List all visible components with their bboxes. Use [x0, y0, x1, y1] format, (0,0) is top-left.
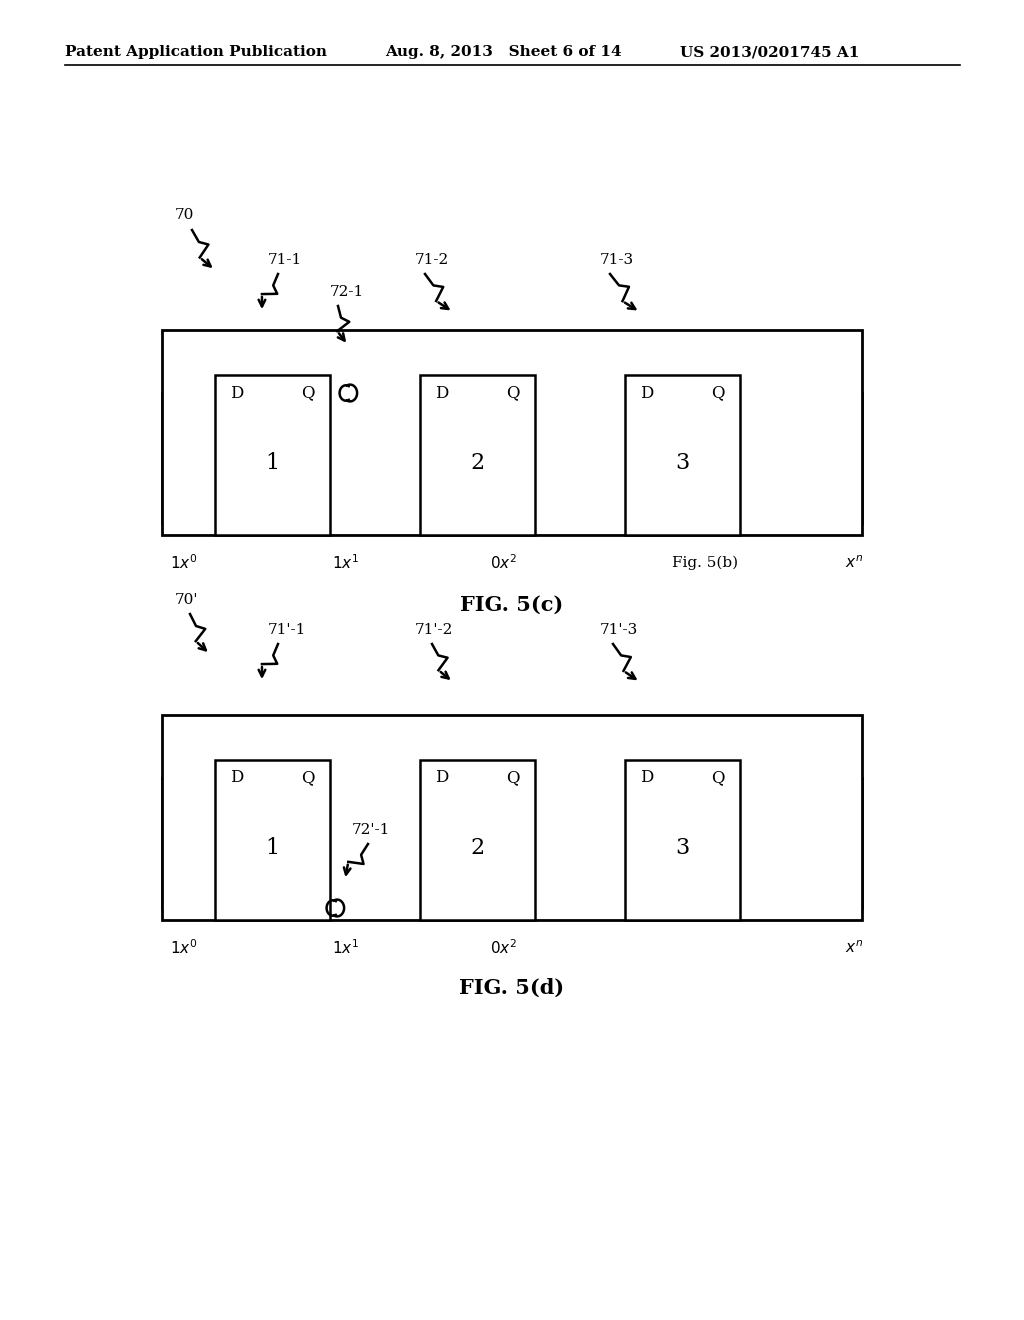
Text: 71'-1: 71'-1 — [268, 623, 306, 638]
Text: Q: Q — [506, 384, 520, 401]
Text: 3: 3 — [676, 451, 689, 474]
Text: Q: Q — [712, 384, 725, 401]
Text: 2: 2 — [470, 451, 484, 474]
Bar — [420, 760, 535, 920]
Text: $0x^{2}$: $0x^{2}$ — [490, 553, 517, 573]
Bar — [625, 375, 740, 535]
Bar — [162, 715, 862, 920]
Text: D: D — [640, 770, 653, 787]
Text: Q: Q — [506, 770, 520, 787]
Text: $1x^{1}$: $1x^{1}$ — [332, 553, 359, 573]
Text: $1x^{0}$: $1x^{0}$ — [170, 939, 198, 957]
Text: 1: 1 — [265, 837, 280, 859]
Text: FIG. 5(d): FIG. 5(d) — [460, 978, 564, 998]
Text: 72-1: 72-1 — [330, 285, 365, 300]
Text: 1: 1 — [265, 451, 280, 474]
Bar — [162, 330, 862, 535]
Text: 71-3: 71-3 — [600, 253, 634, 267]
Text: Q: Q — [712, 770, 725, 787]
Text: Patent Application Publication: Patent Application Publication — [65, 45, 327, 59]
Text: 70': 70' — [175, 593, 199, 607]
Bar — [215, 760, 330, 920]
Bar — [420, 375, 535, 535]
Text: Q: Q — [301, 770, 314, 787]
Text: $x^{n}$: $x^{n}$ — [845, 554, 863, 572]
Text: D: D — [435, 384, 449, 401]
Text: 71'-2: 71'-2 — [415, 623, 454, 638]
Text: Fig. 5(b): Fig. 5(b) — [672, 556, 738, 570]
Text: D: D — [230, 770, 244, 787]
Text: Aug. 8, 2013   Sheet 6 of 14: Aug. 8, 2013 Sheet 6 of 14 — [385, 45, 622, 59]
Text: 71'-3: 71'-3 — [600, 623, 638, 638]
Text: $1x^{1}$: $1x^{1}$ — [332, 939, 359, 957]
Text: Q: Q — [301, 384, 314, 401]
Text: 72'-1: 72'-1 — [352, 822, 390, 837]
Bar — [215, 375, 330, 535]
Text: 70: 70 — [175, 209, 195, 222]
Text: D: D — [640, 384, 653, 401]
Text: 71-2: 71-2 — [415, 253, 450, 267]
Text: D: D — [230, 384, 244, 401]
Text: 2: 2 — [470, 837, 484, 859]
Text: US 2013/0201745 A1: US 2013/0201745 A1 — [680, 45, 859, 59]
Text: 71-1: 71-1 — [268, 253, 302, 267]
Text: FIG. 5(c): FIG. 5(c) — [461, 595, 563, 615]
Text: D: D — [435, 770, 449, 787]
Bar — [625, 760, 740, 920]
Text: $0x^{2}$: $0x^{2}$ — [490, 939, 517, 957]
Text: $1x^{0}$: $1x^{0}$ — [170, 553, 198, 573]
Text: $x^{n}$: $x^{n}$ — [845, 940, 863, 956]
Text: 3: 3 — [676, 837, 689, 859]
